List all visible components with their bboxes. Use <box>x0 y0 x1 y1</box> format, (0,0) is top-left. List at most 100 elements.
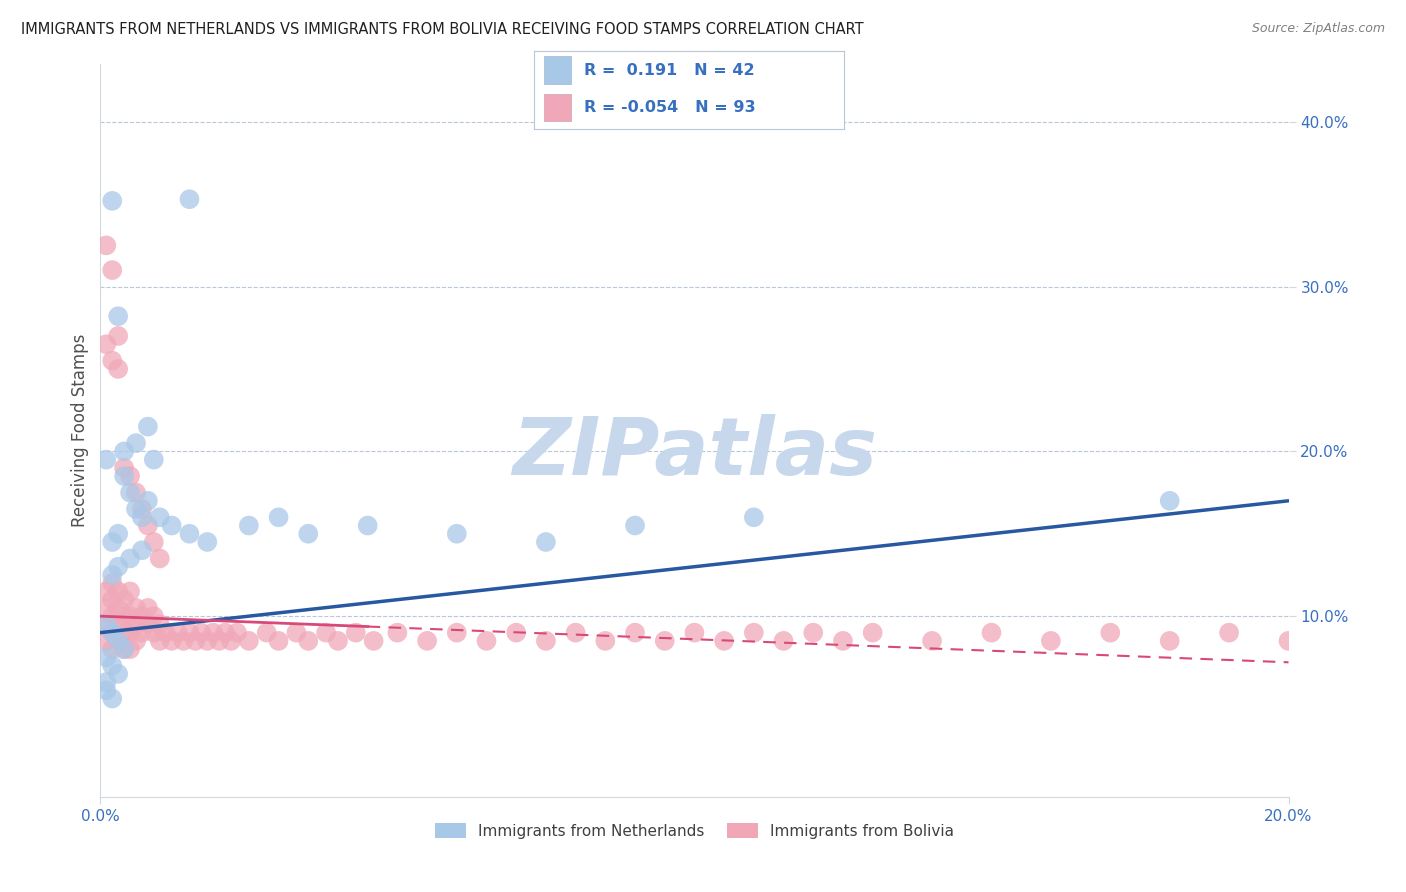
Point <box>112 469 135 483</box>
Point <box>1159 633 1181 648</box>
Point <box>107 329 129 343</box>
Point <box>120 584 142 599</box>
Point <box>149 551 172 566</box>
Point <box>131 543 153 558</box>
Point <box>107 633 129 648</box>
Point <box>101 658 124 673</box>
Point <box>387 625 409 640</box>
Point <box>107 617 129 632</box>
Point <box>107 362 129 376</box>
Point <box>534 633 557 648</box>
Point <box>256 625 278 640</box>
Point <box>125 633 148 648</box>
Point <box>267 510 290 524</box>
Point <box>179 526 201 541</box>
Point <box>208 633 231 648</box>
Point <box>101 625 124 640</box>
Point <box>624 625 647 640</box>
Point <box>101 568 124 582</box>
Point <box>534 535 557 549</box>
Point <box>713 633 735 648</box>
Point <box>149 633 172 648</box>
Point <box>107 601 129 615</box>
Point <box>101 353 124 368</box>
Point <box>125 502 148 516</box>
Point <box>107 559 129 574</box>
Point <box>120 625 142 640</box>
Point <box>101 691 124 706</box>
Legend: Immigrants from Netherlands, Immigrants from Bolivia: Immigrants from Netherlands, Immigrants … <box>429 816 960 845</box>
Point <box>101 609 124 624</box>
Point <box>120 609 142 624</box>
Point <box>120 485 142 500</box>
Point <box>344 625 367 640</box>
Point <box>101 263 124 277</box>
Point <box>125 436 148 450</box>
Point <box>1159 493 1181 508</box>
Point <box>96 238 118 252</box>
Point <box>219 633 242 648</box>
Point <box>120 469 142 483</box>
Point <box>131 625 153 640</box>
Point <box>238 633 260 648</box>
Point <box>195 633 218 648</box>
Point <box>142 625 165 640</box>
Y-axis label: Receiving Food Stamps: Receiving Food Stamps <box>72 334 89 527</box>
Point <box>1218 625 1240 640</box>
Point <box>357 518 380 533</box>
Text: R =  0.191   N = 42: R = 0.191 N = 42 <box>583 62 755 78</box>
Point <box>96 584 118 599</box>
Point <box>564 625 586 640</box>
Point <box>142 452 165 467</box>
Point <box>131 609 153 624</box>
Point <box>505 625 527 640</box>
Point <box>96 617 118 632</box>
Point <box>624 518 647 533</box>
Point <box>101 642 124 657</box>
Point <box>149 617 172 632</box>
Point <box>101 625 124 640</box>
Point <box>683 625 706 640</box>
Point <box>285 625 308 640</box>
Point <box>315 625 337 640</box>
Point <box>96 650 118 665</box>
FancyBboxPatch shape <box>544 56 571 84</box>
Point <box>160 633 183 648</box>
Point <box>160 518 183 533</box>
Point <box>101 535 124 549</box>
FancyBboxPatch shape <box>544 94 571 121</box>
Point <box>112 642 135 657</box>
Point <box>363 633 385 648</box>
Point <box>166 625 188 640</box>
Point <box>125 617 148 632</box>
Point <box>202 625 225 640</box>
Point <box>136 518 159 533</box>
Point <box>136 617 159 632</box>
Point <box>96 633 118 648</box>
Point <box>179 625 201 640</box>
Point <box>173 633 195 648</box>
Point <box>832 633 855 648</box>
Point <box>1099 625 1122 640</box>
Point <box>96 452 118 467</box>
Point <box>267 633 290 648</box>
Point <box>801 625 824 640</box>
Point <box>238 518 260 533</box>
Point <box>446 526 468 541</box>
Point <box>112 444 135 458</box>
Text: Source: ZipAtlas.com: Source: ZipAtlas.com <box>1251 22 1385 36</box>
Point <box>980 625 1002 640</box>
Point <box>179 192 201 206</box>
Point <box>184 633 207 648</box>
Point <box>136 601 159 615</box>
Point <box>654 633 676 648</box>
Point <box>112 460 135 475</box>
Point <box>297 633 319 648</box>
Text: IMMIGRANTS FROM NETHERLANDS VS IMMIGRANTS FROM BOLIVIA RECEIVING FOOD STAMPS COR: IMMIGRANTS FROM NETHERLANDS VS IMMIGRANT… <box>21 22 863 37</box>
Point <box>155 625 177 640</box>
Point <box>862 625 884 640</box>
Point <box>326 633 349 648</box>
Point <box>107 633 129 648</box>
Point <box>226 625 249 640</box>
Point <box>131 502 153 516</box>
